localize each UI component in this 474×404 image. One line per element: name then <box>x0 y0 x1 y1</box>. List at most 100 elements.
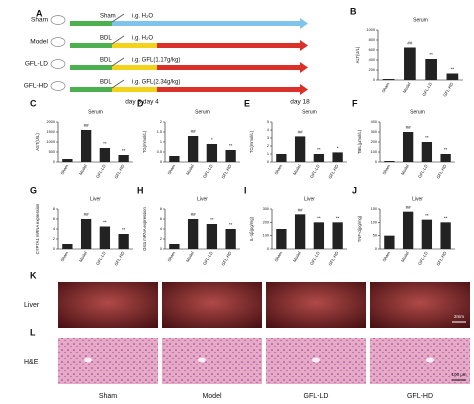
bar <box>80 219 92 249</box>
panel-label: F <box>352 98 358 108</box>
group-label: GFL-LD <box>25 61 48 68</box>
he-section <box>58 338 158 384</box>
phase-1 <box>70 21 112 26</box>
bar <box>99 148 111 162</box>
bar <box>225 150 236 162</box>
significance: ** <box>103 141 107 146</box>
y-tick-label: 6 <box>160 217 162 221</box>
significance: ## <box>407 41 413 46</box>
bar <box>313 222 325 249</box>
liver-photo <box>266 282 366 328</box>
treatment-label: i.g. H₂O <box>132 36 153 42</box>
row-label: Liver <box>24 302 40 309</box>
significance: ** <box>122 227 126 232</box>
x-tick-label: Sham <box>166 250 176 262</box>
significance: ## <box>298 130 304 135</box>
procedure-label: BDL <box>100 36 112 42</box>
x-tick-label: GFL-HD <box>435 164 447 180</box>
bar <box>313 154 325 162</box>
y-tick-label: 0 <box>160 247 162 251</box>
significance: ** <box>444 147 448 152</box>
y-tick-label: 200 <box>369 68 375 72</box>
y-tick-label: 400 <box>371 120 377 124</box>
x-tick-label: GFL-LD <box>309 164 321 179</box>
phase-2 <box>112 65 157 70</box>
chart-title: Serum <box>88 109 103 115</box>
x-tick-label: Sham <box>381 81 391 93</box>
panel-label: C <box>30 98 37 108</box>
significance: ## <box>84 212 90 217</box>
vessel <box>198 357 206 363</box>
liver-photo <box>370 282 470 328</box>
y-tick-label: 0 <box>160 160 162 164</box>
bar <box>421 142 433 162</box>
y-tick-label: 100 <box>371 150 377 154</box>
y-tick-label: 4 <box>53 227 55 231</box>
y-tick-label: 150 <box>371 207 377 211</box>
panel-label: A <box>36 8 43 18</box>
x-tick-label: Model <box>292 163 302 175</box>
phase-2 <box>112 43 157 48</box>
group-label: GFL-HD <box>407 393 433 400</box>
y-tick-label: 1 <box>267 152 269 156</box>
chart-title: Liver <box>304 196 315 202</box>
mouse-icon <box>50 15 66 25</box>
y-axis-label: TG(mmol/L) <box>142 130 147 153</box>
group-label: Sham <box>31 17 48 24</box>
significance: ** <box>229 222 233 227</box>
x-tick-label: GFL-LD <box>417 251 429 266</box>
phase-3 <box>157 65 300 70</box>
bar <box>99 226 111 249</box>
panel-label: E <box>244 98 250 108</box>
bar <box>440 154 451 162</box>
phase-3 <box>157 43 300 48</box>
y-tick-label: 1000 <box>367 28 375 32</box>
bar <box>118 155 129 162</box>
bar <box>187 136 199 162</box>
y-tick-label: 3 <box>267 136 269 140</box>
y-tick-label: 0 <box>373 78 375 82</box>
procedure-label: BDL <box>100 58 112 64</box>
significance: ## <box>406 125 412 130</box>
bar <box>402 132 414 162</box>
x-tick-label: GFL-HD <box>220 164 232 180</box>
significance: ** <box>444 216 448 221</box>
y-tick-label: 500 <box>49 150 55 154</box>
bar <box>80 130 92 162</box>
bar <box>62 159 73 162</box>
bar <box>294 136 306 162</box>
x-tick-label: Sham <box>59 163 69 175</box>
procedure-label: Sham <box>100 14 116 20</box>
y-tick-label: 8 <box>53 207 55 211</box>
x-tick-label: GFL-LD <box>309 251 321 266</box>
he-section <box>370 338 470 384</box>
x-tick-label: GFL-HD <box>327 251 339 267</box>
x-tick-label: Model <box>402 81 412 93</box>
syringe-icon <box>111 35 125 45</box>
phase-2 <box>112 87 157 92</box>
significance: ## <box>84 123 90 128</box>
x-tick-label: GFL-LD <box>202 251 214 266</box>
x-tick-label: Sham <box>166 163 176 175</box>
bar <box>332 152 343 162</box>
bar <box>294 214 306 249</box>
x-tick-label: Model <box>185 163 195 175</box>
y-axis-label: IL-1β(pg/mg) <box>249 216 254 241</box>
significance: * <box>211 137 213 142</box>
bar <box>118 234 129 249</box>
bar <box>384 235 395 249</box>
bar <box>425 59 437 80</box>
significance: ** <box>317 147 321 152</box>
bar <box>440 222 451 249</box>
bar <box>276 229 287 249</box>
treatment-label: i.g. GFL(2.34g/kg) <box>132 80 180 86</box>
significance: ** <box>317 216 321 221</box>
vessel <box>312 357 320 363</box>
panel-label: H <box>137 185 144 195</box>
x-tick-label: Sham <box>381 250 391 262</box>
phase-1 <box>70 43 112 48</box>
phase-1 <box>70 87 112 92</box>
x-tick-label: Sham <box>273 163 283 175</box>
x-tick-label: GFL-HD <box>113 164 125 180</box>
treatment-label: i.g. H₂O <box>132 14 153 20</box>
